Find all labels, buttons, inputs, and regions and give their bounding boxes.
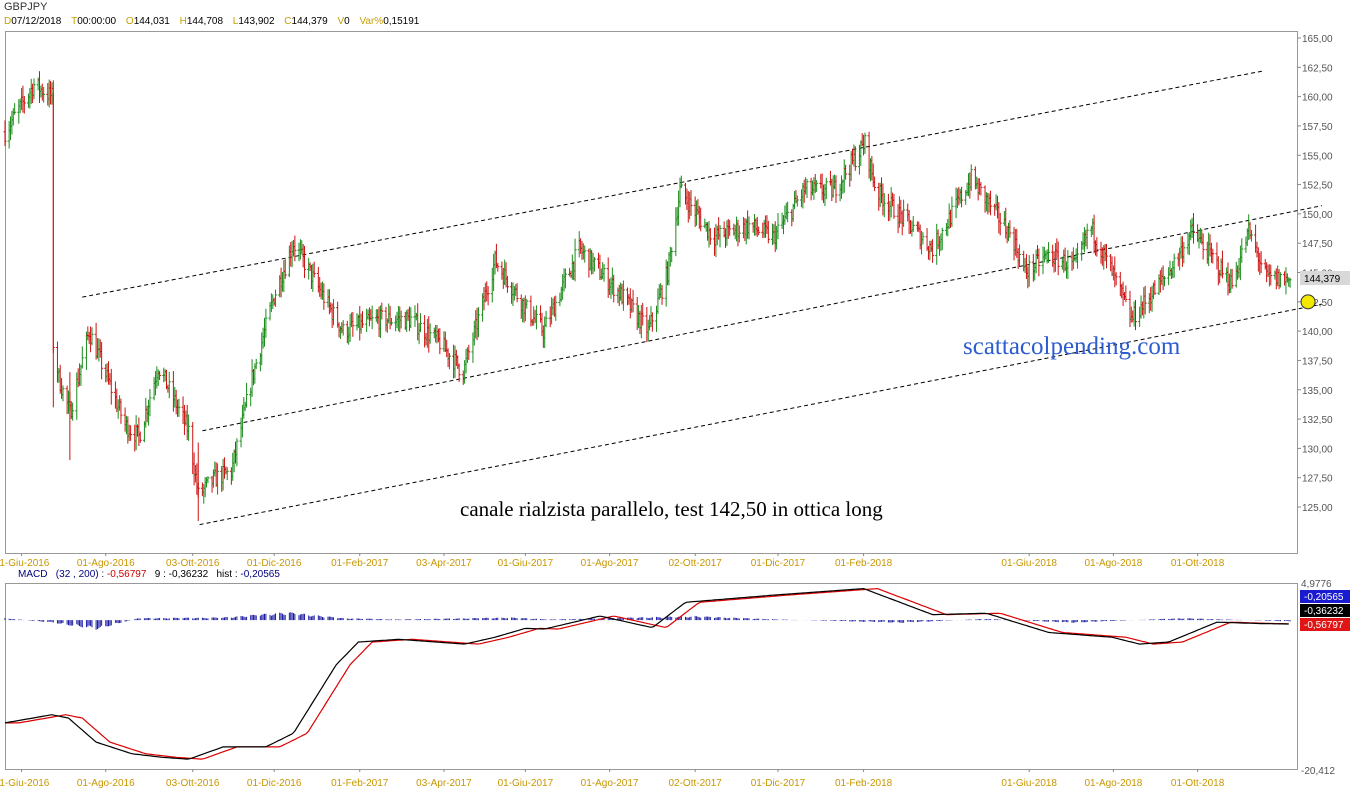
- price-tick-label: 142,50: [1302, 298, 1333, 309]
- macd-line: [4, 587, 1289, 760]
- date-label: 01-Giu-2016: [0, 778, 50, 789]
- hist-tag-text: -0,20565: [1304, 592, 1344, 603]
- date-label: 01-Dic-2017: [751, 778, 806, 789]
- field-key-volume: V: [337, 16, 345, 27]
- date-label: 01-Feb-2018: [835, 558, 893, 569]
- signal-tag-text: -0,36232: [1304, 606, 1344, 617]
- date-label: 01-Giu-2018: [1001, 558, 1057, 569]
- macd-tick-label: -20,412: [1301, 766, 1335, 777]
- date-label: 01-Feb-2018: [835, 778, 893, 789]
- date-label: 01-Giu-2017: [498, 778, 554, 789]
- field-value-time: 00:00:00: [77, 16, 117, 27]
- hist-value-tag: [1300, 590, 1350, 603]
- date-label: 01-Giu-2017: [498, 558, 554, 569]
- field-value-date: 07/12/2018: [11, 16, 62, 27]
- macd-info-bar: MACD (32 , 200) : -0,56797 9 : -0,36232 …: [18, 569, 280, 580]
- macd-axis: 4,9776 -20,412: [1301, 579, 1335, 777]
- price-panel-frame: [5, 31, 1298, 554]
- date-label: 01-Dic-2016: [247, 558, 302, 569]
- date-label: 01-Ago-2018: [1085, 778, 1143, 789]
- date-label: 01-Ago-2017: [581, 778, 639, 789]
- channel-trendlines: [82, 70, 1322, 526]
- macd-header-value: -0,56797: [106, 569, 147, 580]
- signal-line: [5, 587, 1289, 760]
- price-tick-label: 137,50: [1302, 356, 1333, 367]
- price-tick-label: 140,00: [1302, 327, 1333, 338]
- signal-value-tag: [1300, 604, 1350, 617]
- price-tick-label: 130,00: [1302, 444, 1333, 455]
- date-label: 01-Feb-2017: [331, 778, 389, 789]
- field-key-time: T: [71, 16, 78, 27]
- macd-tick-label: 4,9776: [1301, 579, 1332, 590]
- ohlc-info-bar: D07/12/2018 T00:00:00 O144,031 H144,708 …: [4, 16, 419, 27]
- field-value-close: 144,379: [291, 16, 328, 27]
- hist-label: hist :: [216, 569, 238, 580]
- field-key-high: H: [179, 16, 187, 27]
- price-tick-label: 147,50: [1302, 239, 1333, 250]
- macd-lines: [4, 587, 1289, 760]
- channel-line: [199, 303, 1322, 526]
- channel-annotation: canale rialzista parallelo, test 142,50 …: [460, 497, 883, 521]
- date-label: 03-Apr-2017: [416, 558, 472, 569]
- date-axis-macd: 01-Giu-2016 01-Ago-2016 03-Ott-2016 01-Dic-…: [0, 769, 1225, 789]
- date-label: 01-Ott-2018: [1171, 778, 1225, 789]
- macd-name: MACD: [18, 569, 48, 580]
- field-key-varpct: Var%: [359, 16, 384, 27]
- date-label: 02-Ott-2017: [668, 778, 722, 789]
- target-marker: [1300, 294, 1316, 310]
- marker-circle: [1300, 294, 1316, 310]
- field-key-open: O: [125, 16, 134, 27]
- date-label: 01-Dic-2017: [751, 558, 806, 569]
- price-bars: [3, 71, 1292, 522]
- price-tick-label: 125,00: [1302, 503, 1333, 514]
- symbol-title: GBPJPY: [4, 1, 48, 13]
- price-tick-label: 155,00: [1302, 151, 1333, 162]
- macd-histogram: [4, 612, 1291, 630]
- field-value-volume: 0: [344, 16, 350, 27]
- watermark-text: scattacolpending.com: [963, 333, 1181, 360]
- channel-line: [82, 70, 1264, 298]
- date-label: 01-Giu-2018: [1001, 778, 1057, 789]
- date-label: 03-Ott-2016: [166, 558, 220, 569]
- macd-tag-text: -0,56797: [1304, 620, 1344, 631]
- macd-panel-frame: [5, 583, 1298, 770]
- date-label: 01-Feb-2017: [331, 558, 389, 569]
- field-key-close: C: [284, 16, 292, 27]
- price-tick-label: 162,50: [1302, 63, 1333, 74]
- macd-params: (32 , 200) :: [55, 569, 105, 580]
- date-label: 01-Ago-2016: [77, 558, 135, 569]
- date-label: 01-Ago-2018: [1085, 558, 1143, 569]
- price-tick-label: 132,50: [1302, 415, 1333, 426]
- date-label: 01-Ago-2017: [581, 558, 639, 569]
- last-price-value: 144,379: [1304, 274, 1341, 285]
- last-price-tag: [1300, 271, 1350, 285]
- date-label: 01-Ott-2018: [1171, 558, 1225, 569]
- field-key-low: L: [232, 16, 239, 27]
- field-value-high: 144,708: [186, 16, 224, 27]
- field-value-low: 143,902: [238, 16, 275, 27]
- date-label: 01-Dic-2016: [247, 778, 302, 789]
- date-label: 01-Giu-2016: [0, 558, 50, 569]
- price-tick-label: 135,00: [1302, 386, 1333, 397]
- date-label: 02-Ott-2017: [668, 558, 722, 569]
- channel-line: [202, 205, 1322, 432]
- field-value-open: 144,031: [133, 16, 170, 27]
- price-tick-label: 160,00: [1302, 93, 1333, 104]
- hist-header-value: -0,20565: [240, 569, 280, 580]
- date-axis-price: 01-Giu-2016 01-Ago-2016 03-Ott-2016 01-Dic-…: [0, 553, 1225, 569]
- price-tick-label: 165,00: [1302, 34, 1333, 45]
- date-label: 03-Ott-2016: [166, 778, 220, 789]
- signal-label: 9 :: [154, 569, 166, 580]
- date-label: 03-Apr-2017: [416, 778, 472, 789]
- price-tick-label: 150,00: [1302, 210, 1333, 221]
- date-label: 01-Ago-2016: [77, 778, 135, 789]
- price-tick-label: 152,50: [1302, 181, 1333, 192]
- price-tick-label: 157,50: [1302, 122, 1333, 133]
- macd-value-tag: [1300, 618, 1350, 631]
- field-key-date: D: [4, 16, 12, 27]
- price-tick-label: 127,50: [1302, 474, 1333, 485]
- signal-header-value: -0,36232: [168, 569, 209, 580]
- field-value-varpct: 0,15191: [383, 16, 420, 27]
